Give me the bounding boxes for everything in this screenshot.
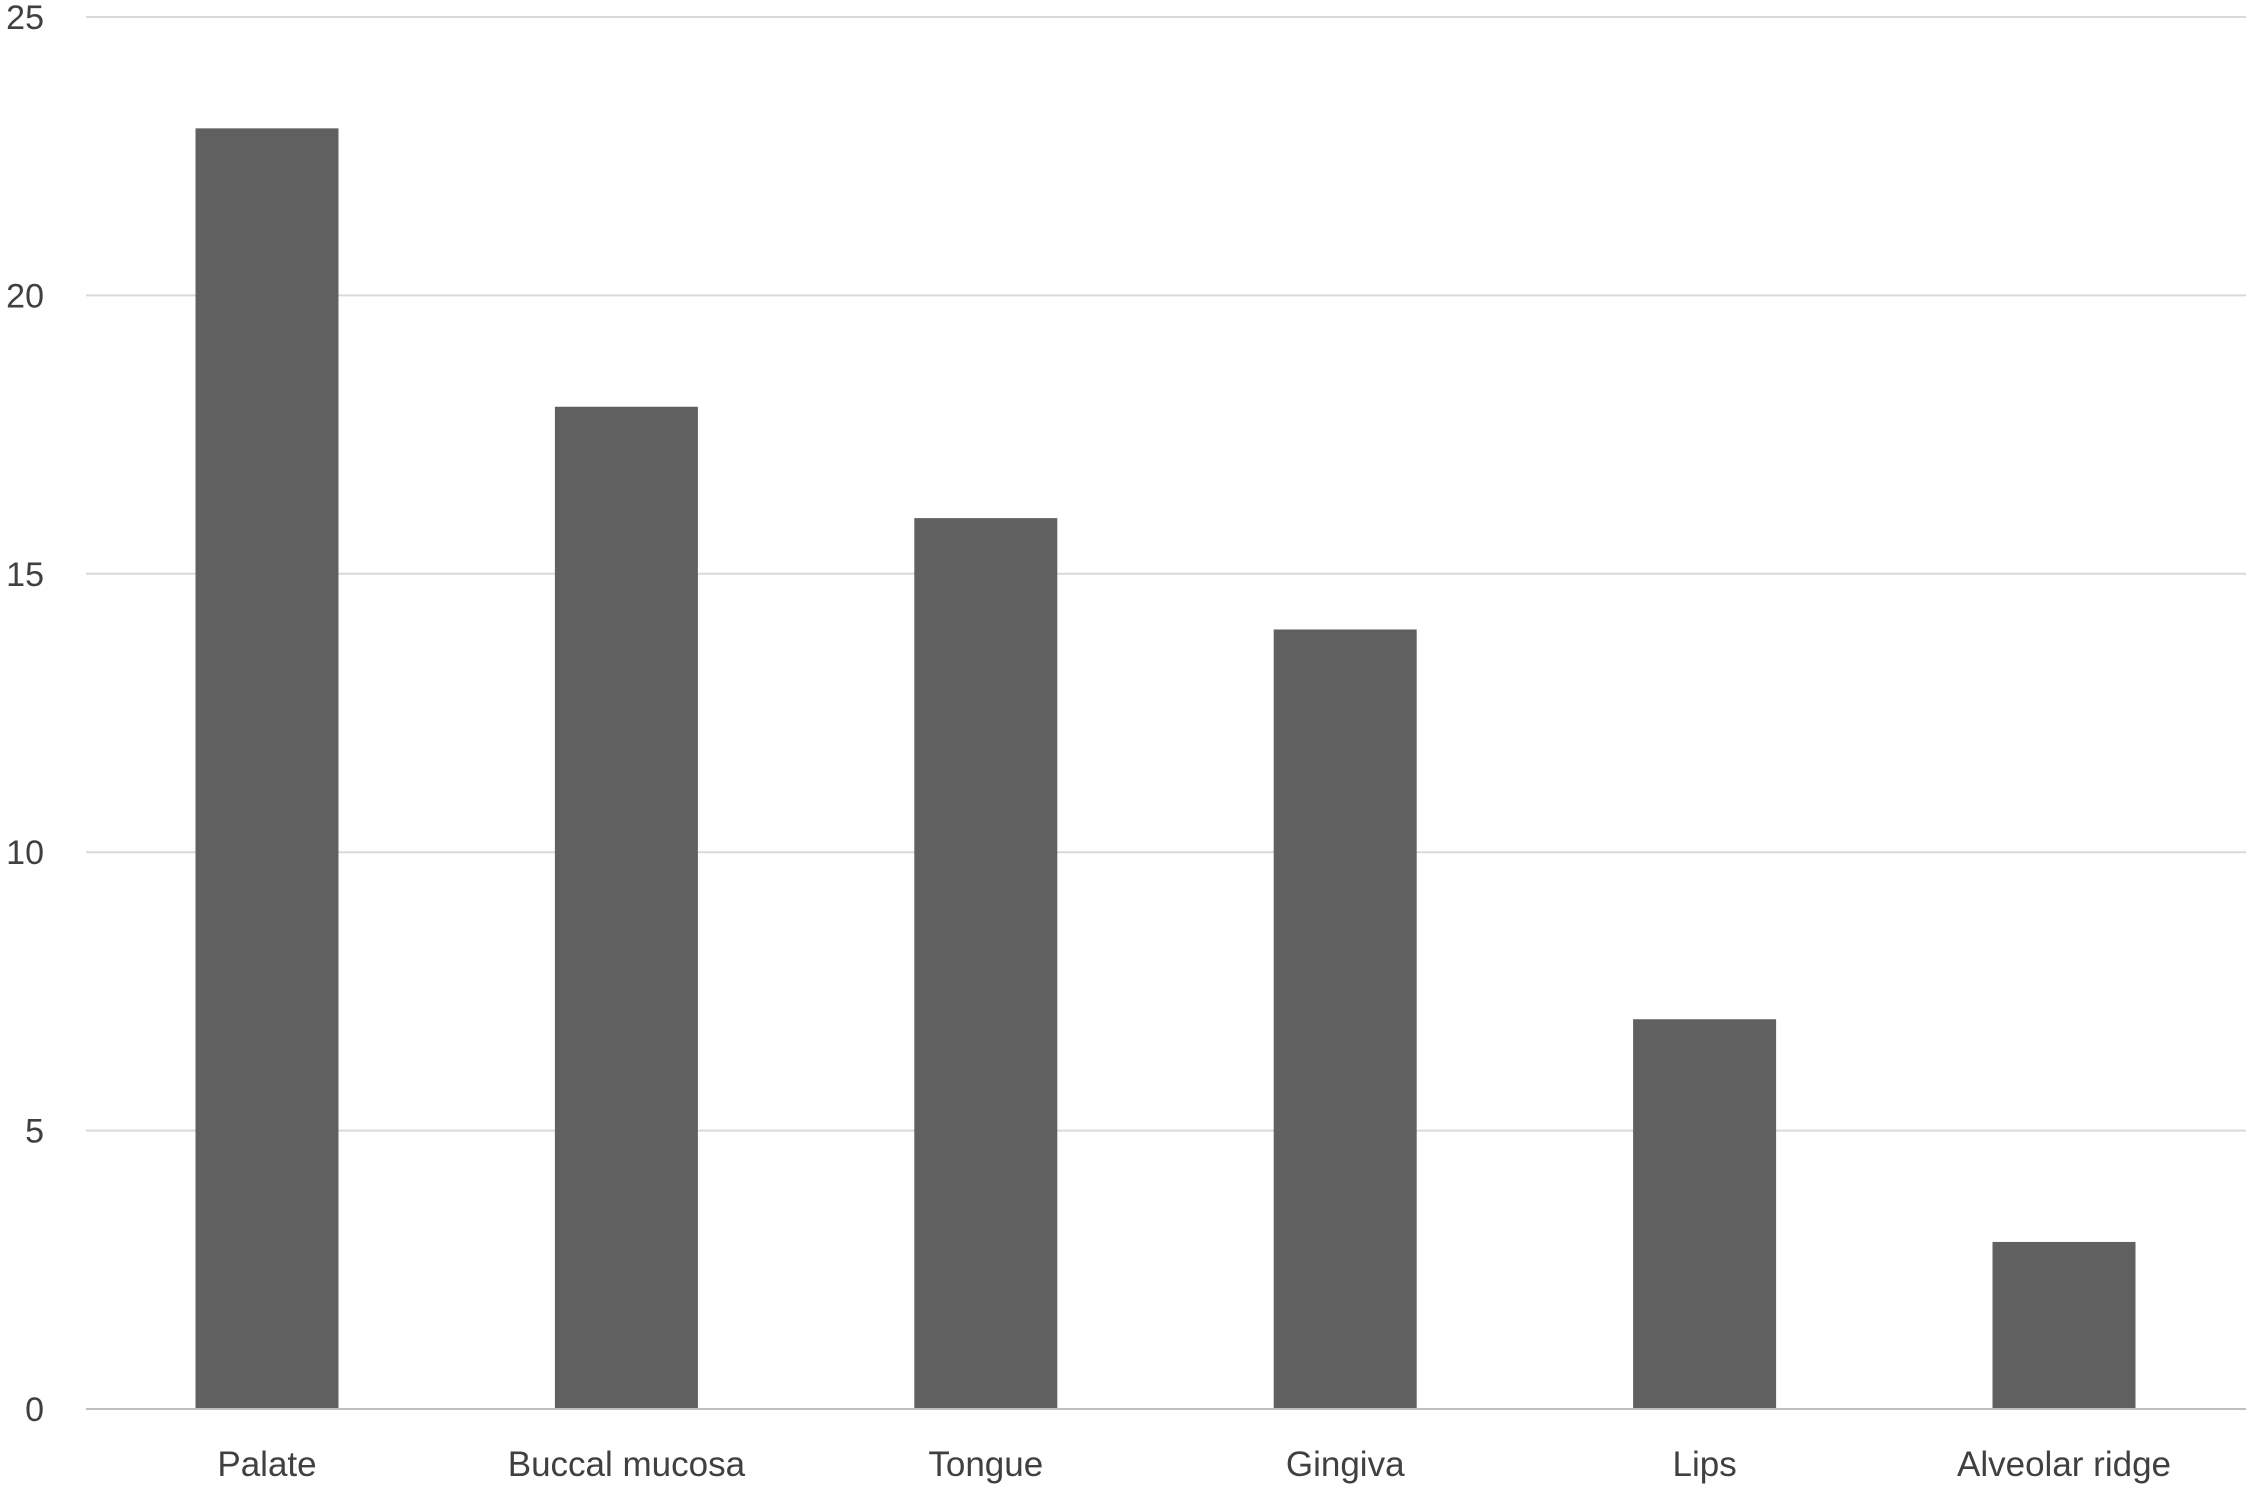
x-category-label: Alveolar ridge	[1957, 1445, 2171, 1484]
y-tick-label: 15	[6, 556, 44, 594]
x-category-label: Palate	[217, 1445, 316, 1484]
bars	[195, 128, 2136, 1410]
y-axis-tick-labels: 0 5 10 15 20 25	[6, 0, 44, 1429]
x-category-label: Gingiva	[1286, 1445, 1405, 1484]
x-category-label: Lips	[1672, 1445, 1736, 1484]
y-tick-label: 5	[25, 1113, 44, 1151]
y-tick-label: 25	[6, 0, 44, 37]
bar-palate	[195, 128, 339, 1410]
x-axis-category-labels: Palate Buccal mucosa Tongue Gingiva Lips Alve…	[217, 1445, 2171, 1484]
x-category-label: Tongue	[928, 1445, 1043, 1484]
y-tick-label: 10	[6, 834, 44, 872]
bar-tongue	[914, 518, 1058, 1409]
bar-alveolar-ridge	[1992, 1241, 2136, 1409]
bar-gingiva	[1273, 629, 1417, 1409]
y-tick-label: 0	[25, 1391, 44, 1429]
x-category-label: Buccal mucosa	[508, 1445, 746, 1484]
bar-lips	[1633, 1019, 1777, 1409]
gridlines	[86, 16, 2246, 1132]
y-tick-label: 20	[6, 277, 44, 315]
bar-buccal-mucosa	[554, 406, 698, 1409]
